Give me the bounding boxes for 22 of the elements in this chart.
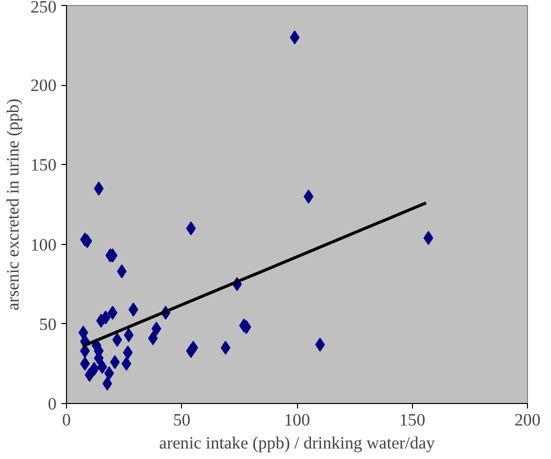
x-tick-label: 50 [173, 410, 190, 430]
x-axis-title: arenic intake (ppb) / drinking water/day [159, 434, 436, 452]
x-tick-label: 200 [514, 410, 541, 430]
y-tick-label: 0 [48, 394, 57, 414]
point [290, 30, 300, 44]
x-tick-label: 0 [62, 410, 71, 430]
x-tick-label: 150 [399, 410, 426, 430]
y-tick-label: 200 [30, 76, 57, 96]
y-tick-label: 250 [30, 0, 57, 16]
point [102, 376, 112, 391]
y-tick-label: 100 [30, 235, 57, 254]
point [122, 346, 133, 360]
point [124, 328, 134, 342]
point [97, 360, 108, 374]
point [116, 264, 127, 278]
point [112, 332, 122, 347]
y-tick-label: 150 [30, 156, 57, 175]
y-tick-label: 50 [39, 314, 56, 334]
point [188, 340, 198, 355]
y-axis-title: arsenic excreted in urine (ppb) [4, 98, 23, 310]
point [94, 182, 104, 196]
x-tick-label: 100 [284, 410, 310, 430]
